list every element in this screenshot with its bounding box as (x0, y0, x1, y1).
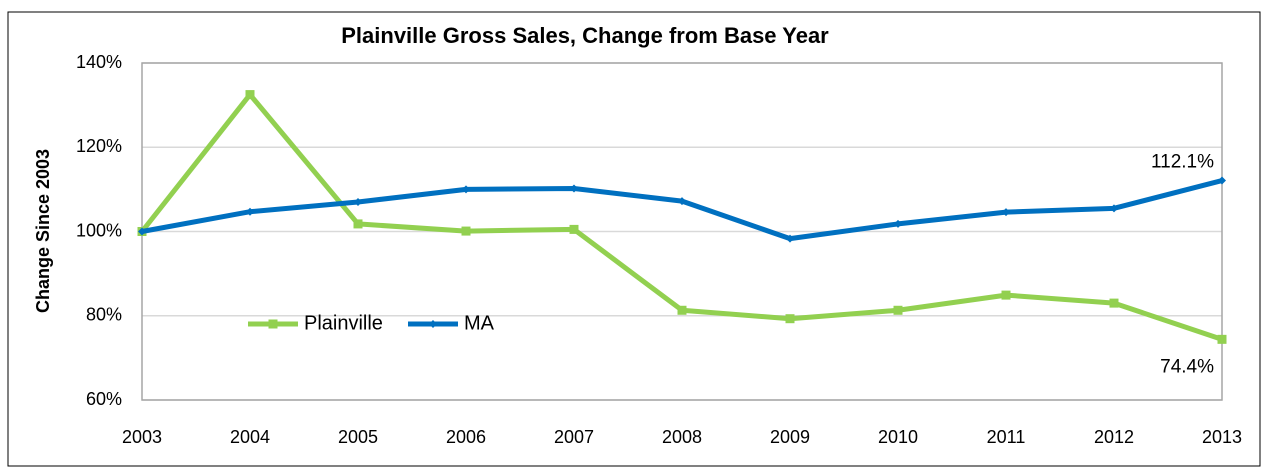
legend-marker (429, 320, 437, 328)
marker (893, 305, 903, 315)
y-tick-label: 60% (86, 389, 122, 409)
marker (678, 197, 686, 206)
y-tick-label: 100% (76, 220, 122, 240)
y-tick-label: 140% (76, 52, 122, 72)
marker (569, 224, 579, 234)
legend-label: MA (464, 312, 495, 334)
y-tick-label: 80% (86, 305, 122, 325)
y-tick-label: 120% (76, 136, 122, 156)
y-axis-title: Change Since 2003 (33, 149, 53, 313)
data-label: 74.4% (1160, 356, 1214, 377)
marker (353, 219, 363, 229)
marker (677, 305, 687, 315)
marker (1002, 208, 1010, 217)
x-tick-label: 2007 (554, 427, 594, 447)
x-tick-label: 2009 (770, 427, 810, 447)
x-tick-label: 2003 (122, 427, 162, 447)
x-tick-label: 2010 (878, 427, 918, 447)
marker (246, 207, 254, 216)
x-tick-label: 2008 (662, 427, 702, 447)
chart-frame (7, 11, 1261, 467)
marker (1218, 176, 1226, 185)
marker (245, 90, 255, 100)
x-tick-label: 2004 (230, 427, 270, 447)
chart-title: Plainville Gross Sales, Change from Base… (341, 23, 829, 48)
x-tick-label: 2005 (338, 427, 378, 447)
marker (785, 314, 795, 324)
x-tick-label: 2013 (1202, 427, 1242, 447)
legend-label: Plainville (304, 312, 383, 334)
marker (138, 227, 146, 236)
legend-marker (268, 319, 278, 329)
marker (1110, 204, 1118, 213)
marker (461, 226, 471, 236)
marker (1217, 334, 1227, 344)
marker (354, 198, 362, 207)
x-tick-label: 2006 (446, 427, 486, 447)
marker (786, 234, 794, 243)
marker (1109, 298, 1119, 308)
x-tick-label: 2012 (1094, 427, 1134, 447)
data-label: 112.1% (1151, 152, 1214, 173)
marker (570, 184, 578, 193)
x-tick-label: 2011 (987, 427, 1026, 447)
marker (894, 219, 902, 228)
marker (1001, 290, 1011, 300)
marker (462, 185, 470, 194)
